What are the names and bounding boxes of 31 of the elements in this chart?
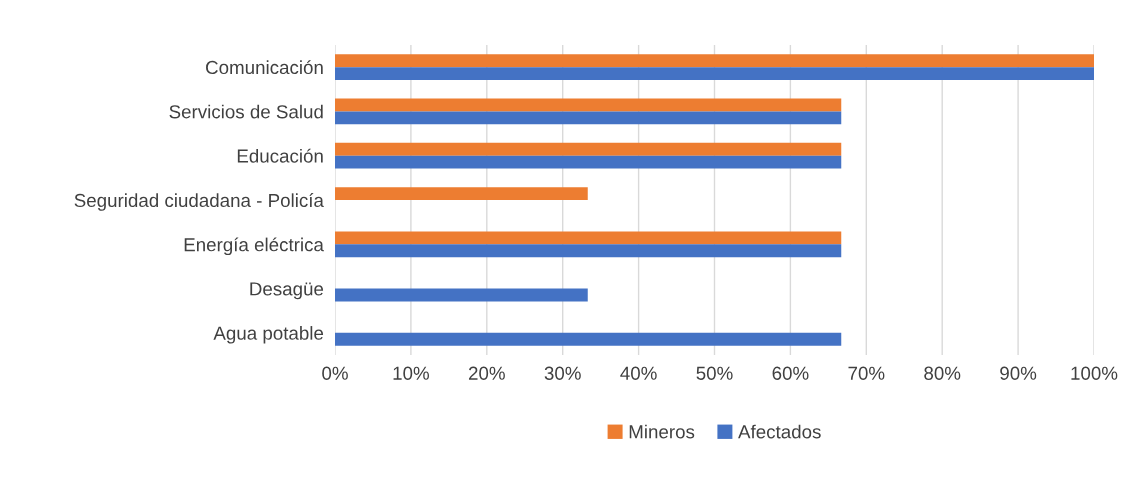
bar [335,111,842,125]
bar [335,288,588,302]
y-tick-label: Agua potable [213,326,324,344]
x-tick-label: 50% [696,366,733,380]
x-tick-label: 0% [322,366,348,380]
y-tick-label: Educación [237,148,323,163]
bar [335,54,1094,68]
x-tick-label: 80% [924,366,961,380]
bar [335,244,842,258]
x-tick-label: 20% [468,366,505,380]
x-tick-label: 60% [772,366,809,380]
y-tick-label: Seguridad ciudadana - Policía [74,193,324,211]
x-tick-label: 90% [1000,366,1037,380]
bar [335,332,842,346]
legend-label: Mineros [629,424,695,439]
bar [335,155,842,169]
y-tick-label: Servicios de Salud [169,104,323,119]
bar [335,67,1094,80]
y-tick-label: Desagüe [250,282,324,300]
y-tick-label: Comunicación [206,60,323,75]
legend-label: Afectados [738,424,821,439]
x-tick-label: 70% [848,366,885,380]
y-tick-label: Energía eléctrica [184,237,324,256]
bar [335,187,588,200]
bar [335,231,842,245]
x-tick-label: 100% [1071,366,1118,380]
bar [335,142,842,156]
x-tick-label: 40% [620,366,657,380]
bar [335,98,842,112]
x-tick-label: 10% [393,366,429,380]
x-tick-label: 30% [544,366,581,380]
